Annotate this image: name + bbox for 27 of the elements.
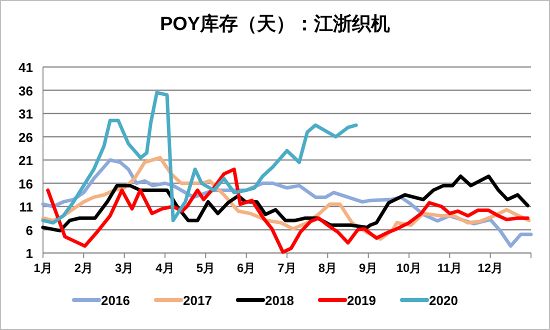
x-tick-label: 11月	[437, 261, 462, 275]
x-tick-label: 3月	[114, 261, 134, 275]
y-tick-label: 6	[26, 222, 33, 238]
y-tick-label: 11	[19, 200, 33, 214]
x-tick-label: 6月	[236, 261, 256, 275]
x-tick-label: 4月	[156, 261, 174, 275]
x-tick-label: 10月	[396, 261, 422, 275]
x-tick-label: 5月	[196, 261, 216, 275]
x-tick-label: 7月	[278, 261, 296, 275]
legend-label: 2016	[101, 293, 130, 308]
x-tick-label: 8月	[318, 261, 338, 275]
x-tick-label: 1月	[34, 261, 52, 275]
y-tick-label: 31	[18, 106, 33, 122]
x-tick-label: 2月	[74, 261, 94, 275]
y-tick-label: 26	[18, 130, 33, 145]
x-tick-label: 12月	[478, 261, 504, 275]
x-tick-label: 9月	[358, 261, 378, 275]
legend-label: 2018	[265, 293, 294, 308]
y-tick-label: 41	[18, 60, 33, 75]
legend-label: 2020	[429, 293, 458, 308]
legend-label: 2019	[347, 293, 376, 308]
y-tick-label: 21	[18, 153, 33, 168]
chart-title: POY库存（天）：江浙织机	[160, 13, 390, 35]
y-tick-label: 16	[18, 176, 33, 192]
y-tick-label: 36	[18, 83, 33, 98]
legend-label: 2017	[183, 293, 212, 308]
y-tick-label: 1	[26, 246, 33, 261]
